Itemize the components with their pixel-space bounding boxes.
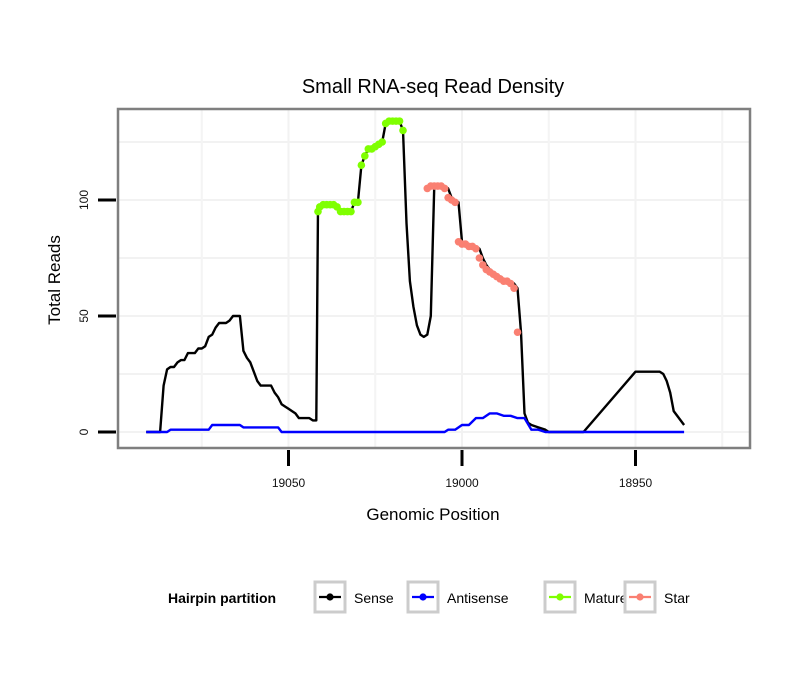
legend-label: Antisense [447, 590, 509, 606]
legend-item-star: Star [623, 580, 690, 614]
legend-key-point [326, 593, 334, 601]
data-point-star [440, 184, 449, 193]
data-point-star [513, 328, 522, 337]
y-tick-label: 0 [77, 428, 91, 435]
legend-key-point [556, 593, 564, 601]
data-point-star [472, 244, 480, 253]
chart-title: Small RNA-seq Read Density [302, 76, 564, 98]
series-points [314, 117, 522, 337]
legend-key-point [636, 593, 644, 601]
data-point-mature [354, 198, 362, 207]
legend-item-sense: Sense [313, 580, 394, 614]
data-point-star [510, 284, 518, 292]
legend-key-point [419, 593, 427, 601]
legend-label: Star [664, 590, 690, 606]
data-point-mature [347, 207, 355, 216]
legend-title: Hairpin partition [168, 590, 276, 606]
x-axis-title: Genomic Position [366, 505, 499, 524]
data-point-mature [361, 152, 369, 160]
plot-panel [116, 107, 752, 450]
y-axis-title: Total Reads [45, 235, 64, 325]
x-tick-label: 19050 [272, 476, 306, 490]
y-axis: 0 50 100 [77, 190, 116, 435]
data-point-mature [399, 126, 407, 135]
x-tick-label: 19000 [445, 476, 479, 490]
panel-background [118, 109, 750, 448]
data-point-star [451, 198, 459, 207]
y-tick-label: 100 [77, 190, 91, 210]
data-point-star [475, 254, 484, 262]
legend-label: Sense [354, 590, 394, 606]
y-tick-label: 50 [77, 309, 91, 323]
legend-item-antisense: Antisense [406, 580, 509, 614]
series-line-antisense [146, 412, 685, 434]
data-point-mature [395, 117, 404, 125]
data-point-mature [378, 138, 386, 146]
panel-border [116, 107, 752, 450]
data-point-mature [357, 161, 366, 169]
legend-label: Mature [584, 590, 628, 606]
x-axis: 19050 19000 18950 [272, 450, 653, 490]
legend-item-mature: Mature [543, 580, 628, 614]
legend: Hairpin partition Sense Antisense Mature St… [168, 580, 690, 614]
x-tick-label: 18950 [619, 476, 653, 490]
